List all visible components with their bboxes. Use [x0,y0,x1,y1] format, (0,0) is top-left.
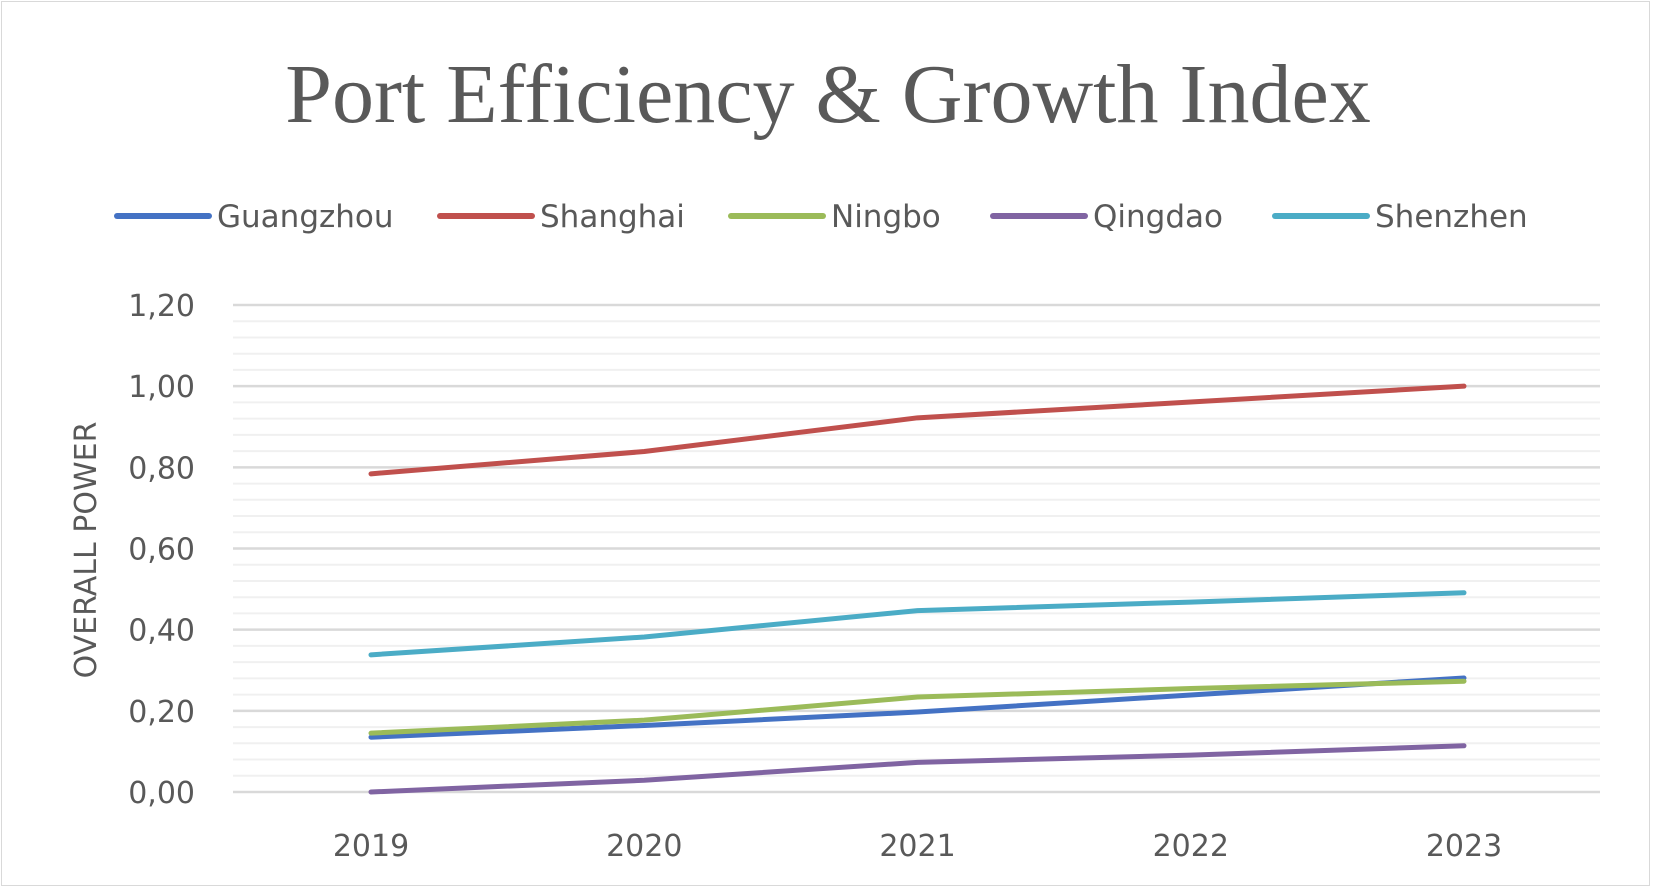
legend-label: Guangzhou [217,199,394,235]
x-tick-label: 2020 [606,829,682,864]
chart-title: Port Efficiency & Growth Index [285,48,1371,141]
y-tick-label: 1,20 [128,289,195,324]
legend-label: Shenzhen [1375,199,1528,235]
series-line-shenzhen [368,590,1467,658]
series-line-shanghai [368,383,1467,477]
y-tick-label: 0,80 [128,451,195,486]
y-tick-label: 0,40 [128,614,195,649]
y-tick-label: 0,20 [128,695,195,730]
legend-label: Ningbo [831,199,941,235]
legend-label: Shanghai [540,199,685,235]
series-line-qingdao [368,743,1467,795]
x-tick-label: 2022 [1153,829,1229,864]
y-tick-label: 0,60 [128,533,195,568]
x-tick-label: 2019 [333,829,409,864]
y-axis-label: OVERALL POWER [69,422,104,679]
x-tick-label: 2023 [1426,829,1502,864]
series-line-ningbo [368,678,1467,736]
y-tick-label: 0,00 [128,776,195,811]
x-tick-label: 2021 [879,829,955,864]
y-tick-label: 1,00 [128,370,195,405]
series-line-guangzhou [368,675,1467,740]
legend-label: Qingdao [1093,199,1223,235]
